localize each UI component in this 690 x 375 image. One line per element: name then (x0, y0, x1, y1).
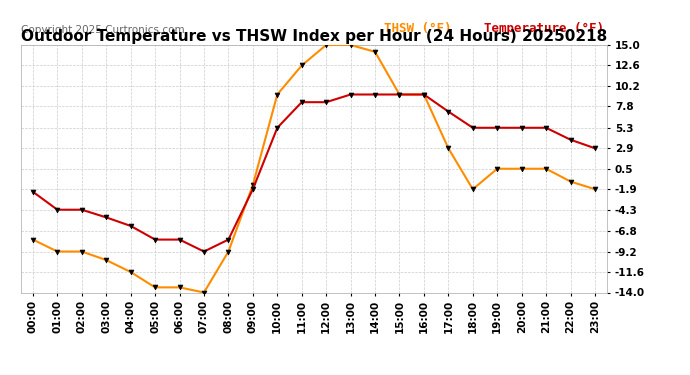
Title: Outdoor Temperature vs THSW Index per Hour (24 Hours) 20250218: Outdoor Temperature vs THSW Index per Ho… (21, 29, 607, 44)
Text: THSW (°F): THSW (°F) (384, 22, 452, 35)
Text: Temperature (°F): Temperature (°F) (484, 22, 604, 35)
Text: Copyright 2025 Curtronics.com: Copyright 2025 Curtronics.com (21, 25, 184, 35)
